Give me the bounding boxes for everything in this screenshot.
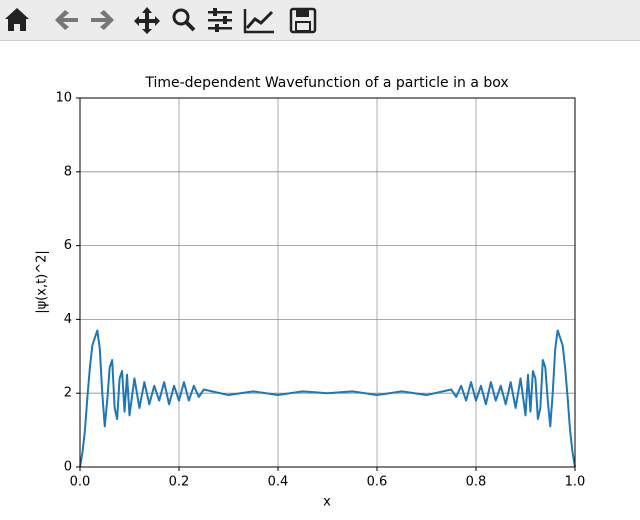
pan-button[interactable] — [134, 7, 160, 34]
y-tick-label: 2 — [64, 386, 72, 401]
y-axis-label: |ψ(x,t)^2| — [35, 250, 50, 314]
toolbar — [0, 0, 640, 41]
forward-button[interactable] — [91, 10, 114, 30]
back-button[interactable] — [55, 10, 78, 30]
y-tick-label: 6 — [64, 238, 72, 253]
y-tick-label: 4 — [64, 312, 72, 327]
chart-title: Time-dependent Wavefunction of a particl… — [144, 75, 508, 91]
data-line — [79, 329, 576, 468]
y-tick-label: 10 — [55, 91, 72, 106]
home-button[interactable] — [5, 8, 29, 31]
save-button[interactable] — [289, 7, 317, 34]
y-tick-label: 0 — [64, 460, 72, 475]
x-tick-label: 0.2 — [169, 475, 190, 490]
x-tick-label: 0.8 — [466, 475, 487, 490]
y-tick-label: 8 — [64, 164, 72, 179]
chart: Time-dependent Wavefunction of a particl… — [35, 75, 586, 510]
x-tick-label: 0.0 — [70, 475, 91, 490]
edit-axis-button[interactable] — [243, 9, 274, 34]
plot-frame — [79, 97, 576, 468]
x-tick-label: 0.4 — [268, 475, 289, 490]
configure-button[interactable] — [208, 8, 232, 32]
x-axis-label: x — [323, 495, 331, 510]
x-tick-label: 1.0 — [565, 475, 586, 490]
zoom-button[interactable] — [172, 8, 196, 32]
x-tick-label: 0.6 — [367, 475, 388, 490]
